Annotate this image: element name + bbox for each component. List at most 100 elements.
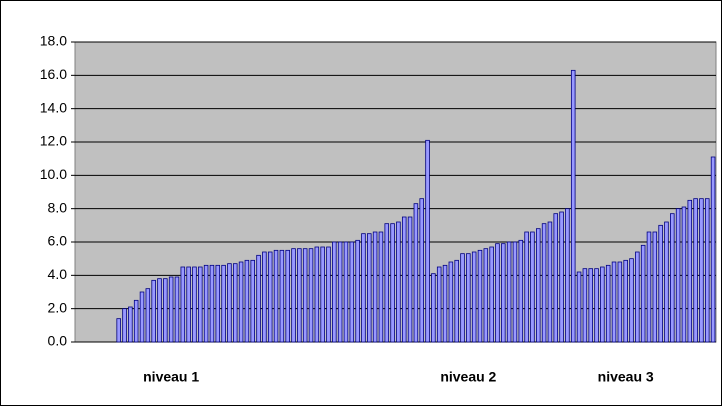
y-tick-label: 4.0	[48, 266, 68, 282]
bar	[128, 306, 133, 343]
bar	[693, 198, 698, 343]
bar	[617, 261, 623, 343]
bar	[367, 233, 372, 343]
bar	[378, 231, 384, 343]
bar	[297, 248, 302, 343]
bar	[302, 248, 308, 343]
y-tick-label: 8.0	[48, 199, 68, 215]
bar	[710, 156, 716, 343]
bar	[436, 266, 442, 343]
bar	[227, 263, 232, 343]
bar	[314, 246, 320, 343]
x-tick-label: niveau 3	[598, 369, 654, 385]
bar	[605, 264, 611, 343]
bar	[198, 266, 203, 343]
bar	[285, 249, 290, 343]
bar	[670, 213, 675, 343]
bar	[308, 248, 314, 343]
bar	[629, 258, 634, 343]
y-tick-label: 2.0	[48, 299, 68, 315]
bar	[273, 249, 279, 343]
bar	[536, 228, 541, 343]
bar	[658, 224, 663, 343]
x-tick-label: niveau 1	[143, 369, 199, 385]
bar	[588, 268, 593, 343]
bar	[524, 231, 529, 343]
bar	[355, 239, 360, 343]
bar	[238, 261, 244, 343]
bar	[186, 266, 191, 343]
y-tick-label: 12.0	[40, 133, 67, 149]
bar	[332, 241, 337, 343]
bar	[122, 308, 127, 343]
bar	[279, 249, 285, 343]
bar	[501, 243, 506, 343]
bar	[256, 254, 261, 343]
bar	[407, 216, 413, 343]
bar	[600, 266, 605, 343]
bar	[145, 288, 151, 343]
bar	[704, 198, 710, 343]
bar	[640, 244, 646, 343]
bar	[419, 198, 424, 343]
bar	[635, 251, 640, 343]
bar	[483, 248, 489, 343]
bar	[349, 241, 355, 343]
y-tick-label: 10.0	[40, 166, 67, 182]
bar	[425, 139, 430, 343]
bar	[232, 263, 238, 343]
bar	[215, 264, 221, 343]
bar	[454, 259, 459, 343]
bar	[448, 261, 454, 343]
bar	[133, 299, 139, 343]
y-tick-label: 0.0	[48, 333, 68, 349]
bar	[512, 241, 518, 343]
bar	[291, 248, 296, 343]
bar	[262, 251, 267, 343]
bar	[320, 246, 325, 343]
bar	[163, 278, 168, 343]
x-tick-label: niveau 2	[440, 369, 496, 385]
bar	[553, 213, 559, 343]
bar	[157, 278, 162, 343]
bar	[192, 266, 197, 343]
bar	[203, 264, 209, 343]
bar	[442, 264, 448, 343]
bar	[559, 211, 564, 343]
bar	[594, 268, 599, 343]
bar	[116, 318, 121, 343]
bar	[174, 276, 180, 343]
bar	[611, 261, 617, 343]
bar	[250, 259, 255, 343]
bar	[699, 198, 704, 343]
bar	[506, 241, 512, 343]
bar	[401, 216, 407, 343]
bar	[343, 241, 349, 343]
bar	[664, 221, 669, 343]
y-tick-label: 14.0	[40, 99, 67, 115]
bar	[460, 253, 465, 343]
y-tick-label: 18.0	[40, 33, 67, 49]
bar	[547, 221, 553, 343]
y-tick-label: 16.0	[40, 66, 67, 82]
bar	[646, 231, 652, 343]
bar	[471, 251, 477, 343]
bar	[681, 206, 687, 343]
bar	[570, 69, 576, 343]
bar	[372, 231, 378, 343]
bar	[337, 241, 343, 343]
bar	[431, 273, 436, 343]
bar	[267, 251, 273, 343]
bar	[518, 239, 524, 343]
bar	[151, 279, 156, 343]
bar	[326, 246, 331, 343]
bar	[413, 203, 419, 343]
bar	[396, 221, 401, 343]
bar	[541, 223, 547, 343]
bar	[675, 208, 681, 343]
bar	[565, 208, 570, 343]
bar	[180, 266, 186, 343]
bar	[477, 249, 483, 343]
bar	[384, 223, 390, 343]
